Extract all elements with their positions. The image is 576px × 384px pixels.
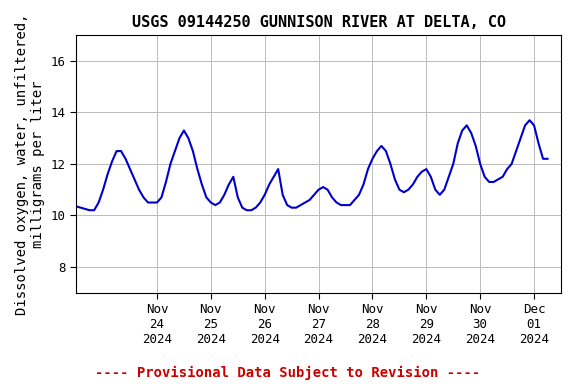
Title: USGS 09144250 GUNNISON RIVER AT DELTA, CO: USGS 09144250 GUNNISON RIVER AT DELTA, C…: [131, 15, 506, 30]
Y-axis label: Dissolved oxygen, water, unfiltered,
milligrams per liter: Dissolved oxygen, water, unfiltered, mil…: [15, 13, 45, 315]
Text: ---- Provisional Data Subject to Revision ----: ---- Provisional Data Subject to Revisio…: [96, 366, 480, 380]
